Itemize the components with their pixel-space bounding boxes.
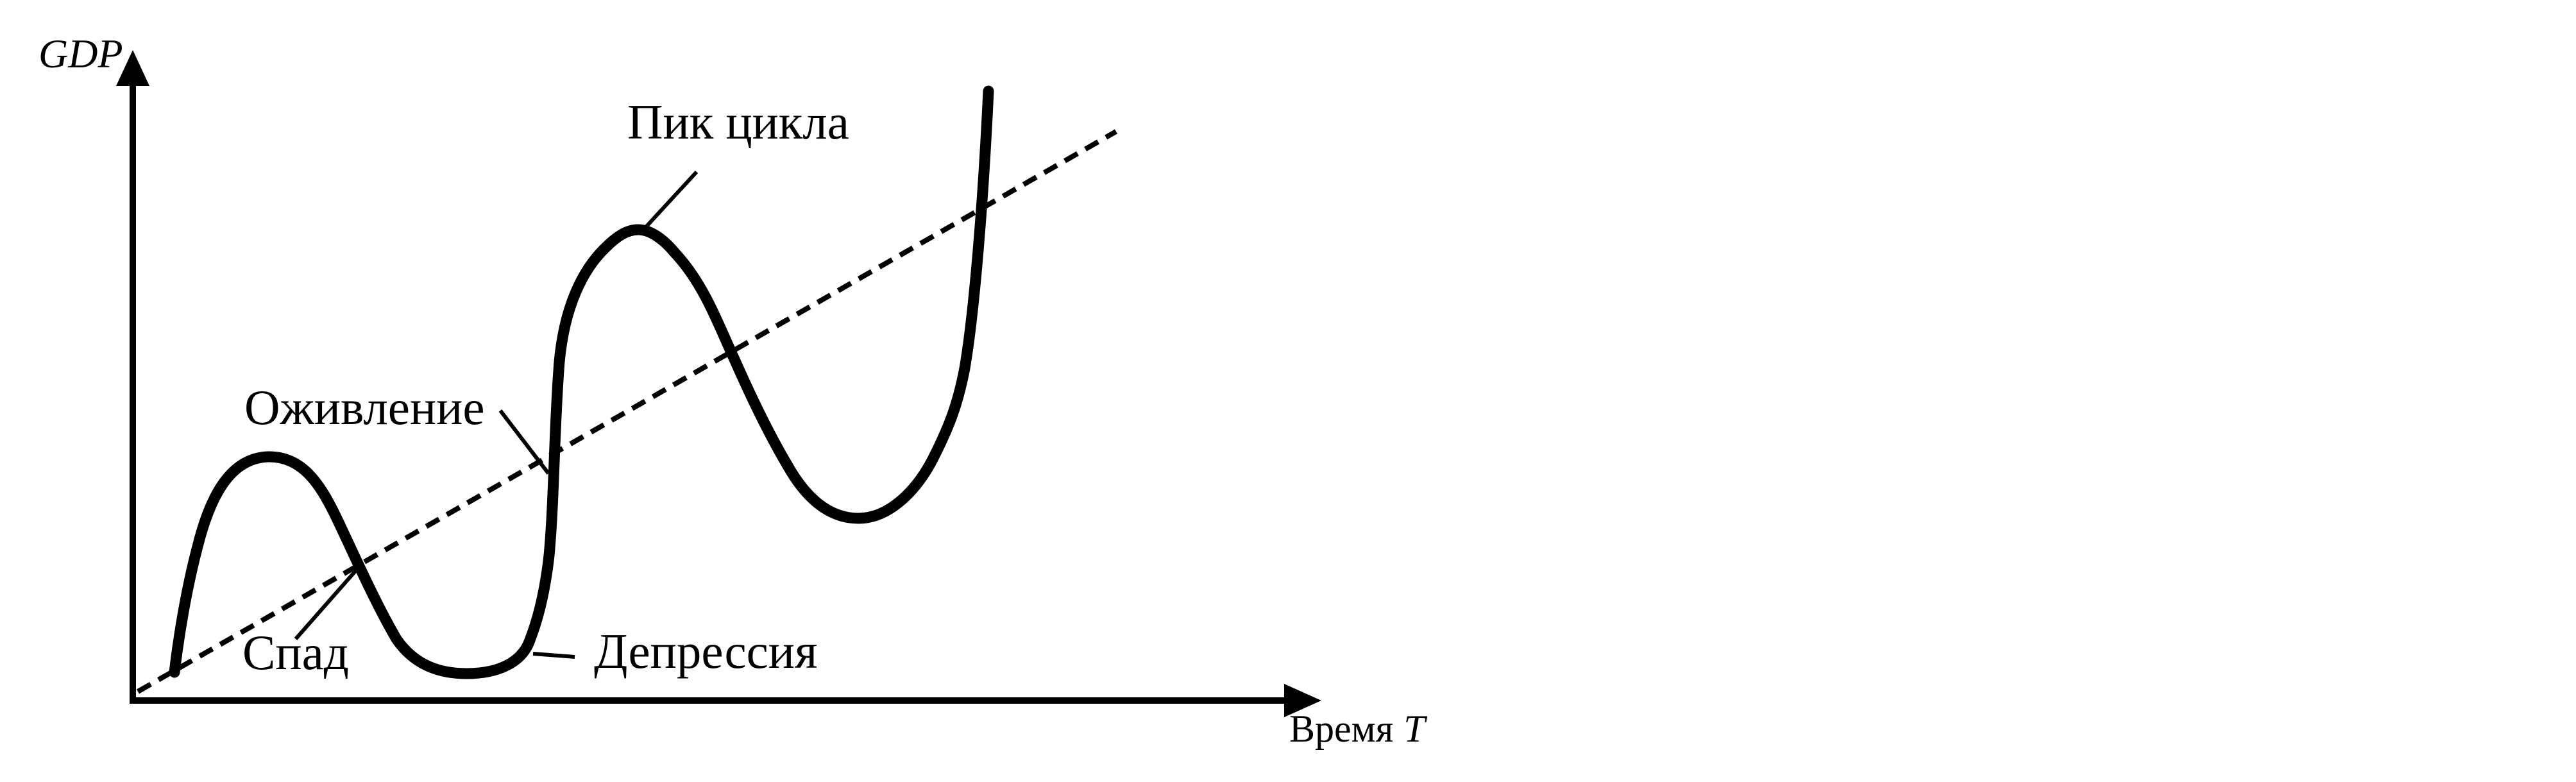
peak-label: Пик цикла: [627, 94, 849, 149]
y-axis-arrowhead-icon: [116, 50, 149, 86]
depression-label: Депрессия: [594, 624, 818, 679]
x-axis-arrowhead-icon: [1284, 684, 1321, 717]
x-axis-label-variable: T: [1403, 708, 1425, 750]
x-axis-label: Время T: [1289, 710, 1425, 748]
peak-pointer-line: [642, 170, 699, 231]
trend-dashed-line: [137, 129, 1117, 694]
depression-pointer-line: [532, 652, 575, 659]
y-axis-label: GDP: [38, 31, 123, 76]
revival-pointer-line: [498, 409, 550, 475]
revival-label: Оживление: [244, 380, 485, 435]
recession-label: Спад: [242, 625, 349, 680]
x-axis-label-word: Время: [1289, 708, 1394, 750]
business-cycle-curve: [169, 85, 994, 679]
recession-pointer-line: [294, 568, 359, 640]
